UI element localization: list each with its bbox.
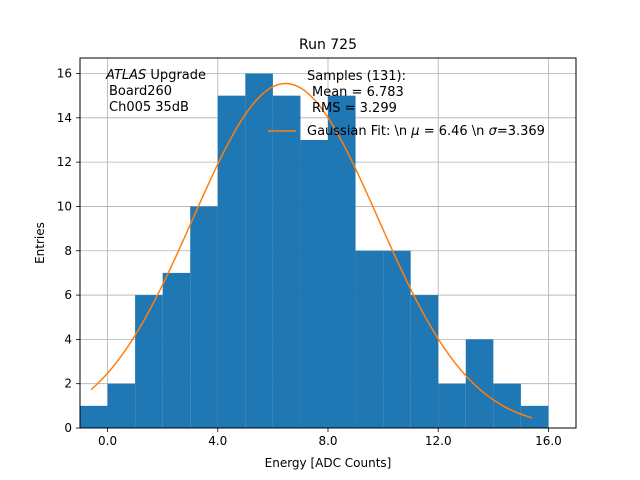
histogram-bar: [410, 295, 439, 428]
histogram-bar: [438, 383, 466, 428]
histogram-bar: [465, 339, 494, 428]
histogram-bar: [107, 383, 136, 428]
y-tick-label: 10: [57, 199, 72, 213]
x-tick-label: 0.0: [98, 434, 117, 448]
histogram-bar: [383, 250, 411, 428]
legend-samples-header: Samples (131):: [307, 69, 406, 84]
gaussian-fit-curve: [90, 82, 533, 419]
y-tick-label: 6: [64, 288, 72, 302]
legend-mean: Mean = 6.783: [312, 85, 404, 100]
histogram-bar: [162, 272, 191, 428]
histogram-bars: [80, 73, 549, 429]
histogram-bar: [355, 250, 384, 428]
atlas-label: ATLAS: [105, 68, 146, 83]
run-annotation: ATLAS Upgrade Board260 Ch005 35dB: [105, 68, 206, 115]
y-axis-label: Entries: [33, 222, 47, 264]
legend-sigma-symbol: σ: [489, 124, 498, 139]
x-axis-ticks: 0.0 4.0 8.0 12.0 16.0: [98, 428, 562, 448]
x-tick-label: 16.0: [535, 434, 562, 448]
histogram-bar: [328, 95, 356, 428]
upgrade-label: Upgrade: [150, 68, 206, 83]
legend-fit-entry: Gaussian Fit: \n μ = 6.46 \n σ=3.369: [307, 124, 545, 139]
histogram-bar: [272, 95, 301, 428]
y-tick-label: 0: [64, 421, 72, 435]
x-axis-label: Energy [ADC Counts]: [265, 456, 392, 470]
y-axis-ticks: 0 2 4 6 8 10 12 14 16: [57, 67, 80, 435]
chart-title: Run 725: [299, 37, 357, 53]
histogram-bar: [493, 383, 521, 428]
y-tick-label: 12: [57, 155, 72, 169]
y-tick-label: 16: [57, 67, 72, 81]
histogram-bar: [135, 295, 163, 428]
legend: Samples (131): Mean = 6.783 RMS = 3.299 …: [268, 69, 545, 139]
histogram-bar: [80, 405, 108, 428]
annotation-board: Board260: [109, 84, 172, 99]
annotation-line-1: ATLAS Upgrade: [105, 68, 206, 83]
annotation-channel: Ch005 35dB: [109, 100, 189, 115]
histogram-bar: [245, 73, 273, 429]
legend-rms: RMS = 3.299: [312, 101, 397, 116]
legend-mu-symbol: μ: [410, 124, 419, 139]
y-tick-label: 14: [57, 111, 72, 125]
histogram-bar: [520, 405, 549, 428]
legend-fit-mid: = 6.46 \n: [420, 124, 489, 139]
legend-fit-prefix: Gaussian Fit: \n: [307, 124, 411, 139]
y-tick-label: 2: [64, 377, 72, 391]
histogram-bar: [300, 139, 328, 428]
x-tick-label: 8.0: [318, 434, 337, 448]
histogram-bar: [190, 206, 218, 428]
x-tick-label: 4.0: [208, 434, 227, 448]
histogram-bar: [217, 95, 246, 428]
y-tick-label: 4: [64, 332, 72, 346]
x-tick-label: 12.0: [425, 434, 452, 448]
legend-fit-suffix: =3.369: [497, 124, 545, 139]
y-tick-label: 8: [64, 244, 72, 258]
